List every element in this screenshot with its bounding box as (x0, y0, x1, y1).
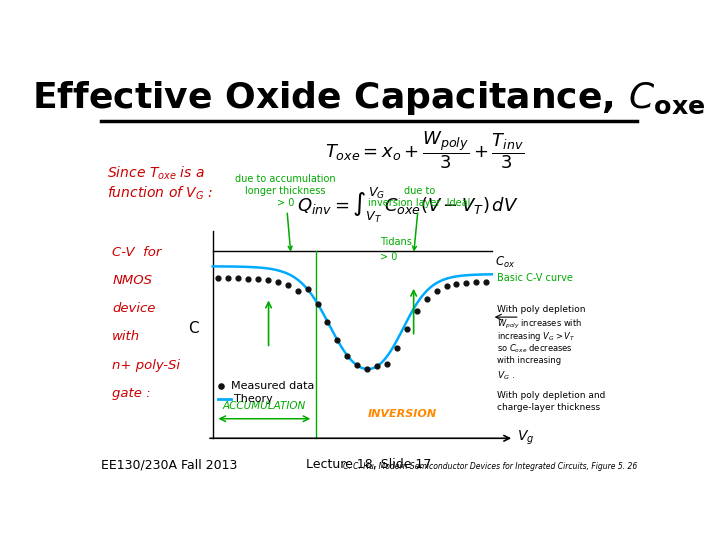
Text: Since $T_{oxe}$ is a
function of $V_G$ :: Since $T_{oxe}$ is a function of $V_G$ : (107, 165, 213, 202)
Point (212, 274, 224, 282)
Text: with: with (112, 330, 140, 343)
Text: with increasing: with increasing (498, 356, 562, 364)
Point (282, 281, 294, 290)
Point (252, 275, 264, 284)
Point (322, 317, 333, 326)
Point (391, 344, 402, 353)
Point (292, 287, 303, 296)
Text: $T_{oxe} = x_o + \dfrac{W_{poly}}{3} + \dfrac{T_{inv}}{3}$: $T_{oxe} = x_o + \dfrac{W_{poly}}{3} + \… (325, 129, 524, 171)
Point (222, 274, 234, 282)
Text: Theory: Theory (234, 394, 272, 404)
Point (341, 351, 353, 360)
Point (421, 294, 433, 303)
Text: C-V  for: C-V for (112, 246, 162, 259)
Text: $Q_{inv} = \int_{V_T}^{V_G} C_{oxe}(V - V_T)\,dV$: $Q_{inv} = \int_{V_T}^{V_G} C_{oxe}(V - … (297, 185, 519, 225)
Text: charge-layer thickness: charge-layer thickness (498, 402, 600, 411)
Text: Effective Oxide Capacitance, $\mathbf{\mathit{C}}_{\mathbf{oxe}}$: Effective Oxide Capacitance, $\mathbf{\m… (32, 79, 706, 117)
Point (332, 336, 343, 345)
Text: INVERSION: INVERSION (368, 409, 437, 419)
Point (262, 276, 274, 285)
Point (272, 278, 284, 286)
Text: EE130/230A Fall 2013: EE130/230A Fall 2013 (101, 458, 238, 471)
Point (470, 278, 482, 287)
Point (401, 325, 413, 333)
Point (411, 307, 423, 316)
Text: $W_{poly}$ increases with: $W_{poly}$ increases with (498, 319, 582, 332)
Text: gate :: gate : (112, 387, 151, 400)
Text: C: C (188, 321, 199, 336)
Text: so $C_{oxe}$ decreases: so $C_{oxe}$ decreases (498, 342, 573, 355)
Text: Tidans: Tidans (380, 237, 412, 247)
Text: With poly depletion: With poly depletion (498, 305, 586, 314)
Text: Basic C-V curve: Basic C-V curve (498, 273, 573, 283)
Text: Lecture 18, Slide 17: Lecture 18, Slide 17 (306, 458, 432, 471)
Text: NMOS: NMOS (112, 274, 153, 287)
Point (233, 274, 244, 282)
Point (461, 279, 472, 287)
Text: ACCUMULATION: ACCUMULATION (222, 401, 306, 411)
Point (302, 285, 313, 294)
Point (451, 280, 462, 288)
Text: > 0: > 0 (380, 252, 397, 262)
Point (312, 299, 323, 308)
Point (361, 364, 373, 373)
Text: device: device (112, 302, 156, 315)
Text: n+ poly-Si: n+ poly-Si (112, 359, 180, 372)
Text: $V_G$ .: $V_G$ . (498, 369, 516, 382)
Point (243, 274, 254, 283)
Text: due to accumulation
longer thickness
> 0: due to accumulation longer thickness > 0 (235, 174, 336, 250)
Point (372, 362, 383, 370)
Text: increasing $V_G > V_T$: increasing $V_G > V_T$ (498, 330, 576, 343)
Text: $C_{ox}$: $C_{ox}$ (495, 255, 515, 270)
Text: Measured data: Measured data (231, 381, 314, 390)
Text: due to
inversion layer  Ideal: due to inversion layer Ideal (368, 186, 470, 250)
Text: $V_g$: $V_g$ (517, 429, 534, 448)
Point (215, 381, 227, 390)
Text: C. C. Hu, Modern Semiconductor Devices for Integrated Circuits, Figure 5. 26: C. C. Hu, Modern Semiconductor Devices f… (343, 462, 637, 471)
Point (351, 361, 363, 370)
Point (381, 360, 392, 368)
Point (441, 282, 452, 291)
Text: With poly depletion and: With poly depletion and (498, 391, 606, 400)
Point (480, 278, 492, 287)
Point (431, 287, 442, 295)
